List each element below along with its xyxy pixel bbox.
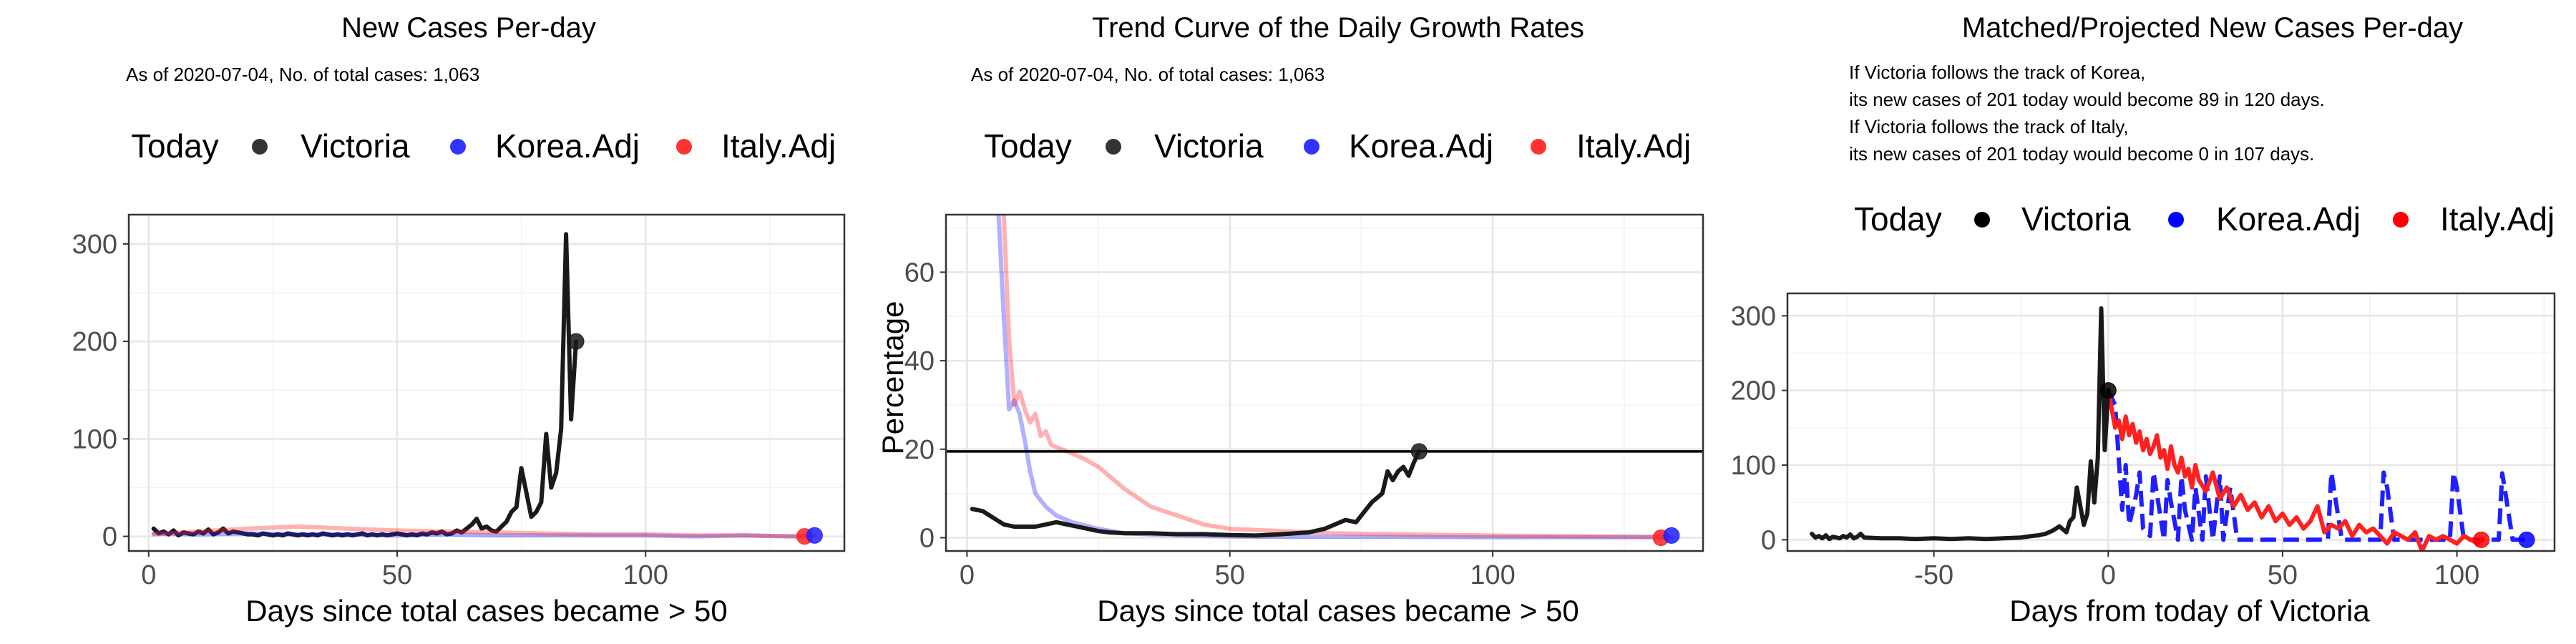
- legend2-title: Today: [984, 127, 1072, 165]
- series-line-korea-adj: [996, 215, 1674, 540]
- chart1-plot-area: 0 50 100 0 100 200 300: [72, 213, 846, 590]
- y-tick-label: 0: [919, 523, 935, 553]
- legend1-title: Today: [131, 127, 219, 165]
- chart3-title: Matched/Projected New Cases Per-day: [1962, 12, 2463, 44]
- series-line-italy-adj: [151, 524, 812, 539]
- panel-border: [127, 213, 846, 552]
- today-point-korea-adj: [1663, 527, 1680, 544]
- y-tick-label: 0: [1761, 525, 1776, 555]
- chart3-subtitle-line3: If Victoria follows the track of Italy,: [1849, 116, 2129, 137]
- series-line-korea-adj: [151, 531, 817, 539]
- panel-growth-rates: Trend Curve of the Daily Growth Rates As…: [876, 12, 1704, 628]
- y-tick-label: 200: [1731, 376, 1776, 406]
- x-tick-label: -50: [1914, 560, 1953, 590]
- today-point-korea-adj: [2518, 531, 2535, 548]
- y-tick-label: 100: [1731, 451, 1776, 481]
- y-tick-label: 300: [72, 230, 117, 260]
- legend2-korea-key: [1304, 139, 1319, 155]
- chart3-subtitle-line4: its new cases of 201 today would become …: [1849, 143, 2314, 165]
- x-tick-label: 0: [141, 560, 156, 590]
- legend1-italy-label: Italy.Adj: [721, 127, 836, 165]
- legend3-korea-key: [2168, 212, 2184, 228]
- legend1-victoria-key: [252, 139, 268, 155]
- series-line-italy-adj: [2106, 387, 2484, 551]
- series-line-victoria: [1810, 306, 2111, 542]
- legend3-title: Today: [1854, 200, 1942, 238]
- x-tick-label: 50: [2268, 560, 2298, 590]
- legend1-victoria-label: Victoria: [301, 127, 410, 165]
- x-tick-label: 0: [2101, 560, 2116, 590]
- chart2-subtitle: As of 2020-07-04, No. of total cases: 1,…: [971, 64, 1324, 85]
- legend3-italy-key: [2393, 212, 2409, 228]
- x-tick-label: 100: [1470, 560, 1515, 590]
- chart2-ylabel: Percentage: [876, 301, 909, 455]
- today-point-victoria: [567, 333, 585, 350]
- legend3-italy-label: Italy.Adj: [2440, 200, 2555, 238]
- legend1-italy-key: [676, 139, 692, 155]
- y-tick-label: 40: [904, 346, 935, 376]
- legend2-korea-label: Korea.Adj: [1349, 127, 1493, 165]
- chart1-legend: Today Victoria Korea.Adj Italy.Adj: [131, 127, 836, 165]
- legend1-korea-label: Korea.Adj: [495, 127, 640, 165]
- chart3-xlabel: Days from today of Victoria: [2009, 594, 2370, 628]
- chart2-legend: Today Victoria Korea.Adj Italy.Adj: [984, 127, 1691, 165]
- legend3-victoria-label: Victoria: [2021, 200, 2131, 238]
- panel-new-cases: New Cases Per-day As of 2020-07-04, No. …: [72, 12, 846, 628]
- chart2-xlabel: Days since total cases became > 50: [1097, 594, 1579, 628]
- today-point-korea-adj: [806, 527, 823, 544]
- y-tick-label: 100: [72, 424, 117, 454]
- series-line-korea-adj: [2106, 389, 2527, 542]
- legend3-victoria-key: [1974, 212, 1990, 228]
- legend3-korea-label: Korea.Adj: [2216, 200, 2361, 238]
- y-tick-label: 20: [904, 435, 935, 465]
- today-point-victoria: [2099, 382, 2117, 399]
- panel-border: [1786, 292, 2556, 552]
- chart3-plot-area: -50 0 50 100 0 100 200 300: [1731, 292, 2556, 590]
- chart3-subtitle-line1: If Victoria follows the track of Korea,: [1849, 62, 2145, 83]
- panel-border: [945, 213, 1704, 552]
- y-tick-label: 0: [102, 522, 117, 552]
- legend2-italy-label: Italy.Adj: [1576, 127, 1691, 165]
- x-tick-label: 100: [2434, 560, 2479, 590]
- chart1-subtitle: As of 2020-07-04, No. of total cases: 1,…: [126, 64, 479, 85]
- chart3-legend: Today Victoria Korea.Adj Italy.Adj: [1854, 200, 2555, 238]
- x-tick-label: 50: [382, 560, 412, 590]
- legend2-victoria-label: Victoria: [1154, 127, 1264, 165]
- chart1-title: New Cases Per-day: [341, 12, 596, 44]
- today-point-victoria: [1410, 443, 1428, 460]
- panel-projected-cases: Matched/Projected New Cases Per-day If V…: [1731, 12, 2556, 628]
- y-tick-label: 200: [72, 327, 117, 357]
- y-tick-label: 60: [904, 258, 935, 288]
- today-point-italy-adj: [2473, 531, 2490, 548]
- y-tick-label: 300: [1731, 301, 1776, 331]
- series-line-victoria: [970, 449, 1422, 538]
- chart1-xlabel: Days since total cases became > 50: [245, 594, 728, 628]
- x-tick-label: 100: [623, 560, 668, 590]
- legend2-victoria-key: [1106, 139, 1121, 155]
- legend2-italy-key: [1531, 139, 1546, 155]
- x-tick-label: 0: [960, 560, 975, 590]
- series-line-italy-adj: [1001, 215, 1664, 540]
- chart2-title: Trend Curve of the Daily Growth Rates: [1092, 12, 1584, 44]
- chart2-plot-area: 0 50 100 0 20 40 60: [904, 213, 1704, 590]
- legend1-korea-key: [450, 139, 466, 155]
- x-tick-label: 50: [1215, 560, 1245, 590]
- chart3-subtitle-line2: its new cases of 201 today would become …: [1849, 89, 2325, 110]
- series-line-victoria: [151, 232, 578, 538]
